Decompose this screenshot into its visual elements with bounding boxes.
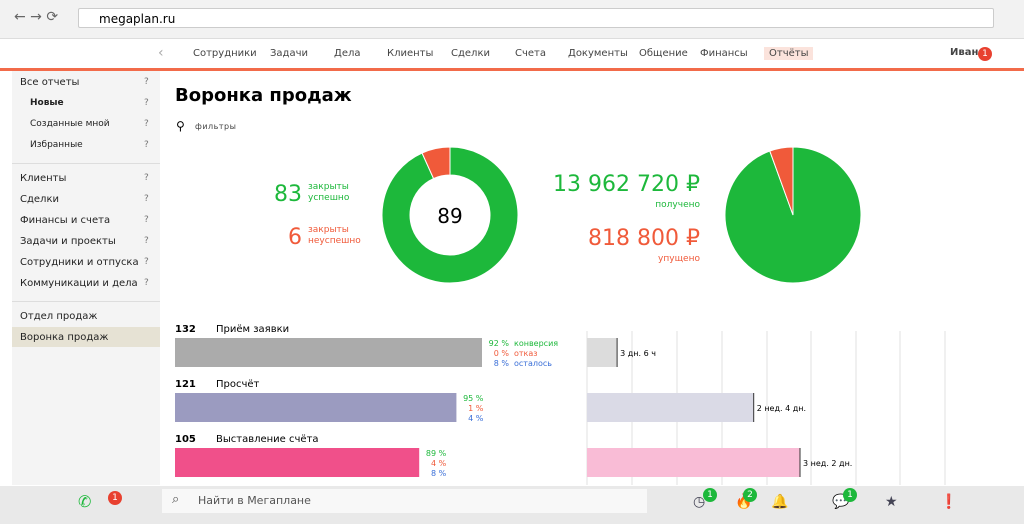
- nav-item[interactable]: Финансы: [700, 48, 748, 59]
- deal-label: закрыты неуспешно: [308, 225, 361, 246]
- user-name[interactable]: Иван: [950, 47, 979, 58]
- help[interactable]: ?: [144, 215, 149, 225]
- nav-item[interactable]: Счета: [515, 48, 546, 59]
- icon[interactable]: 🔔: [771, 494, 789, 510]
- stage-bar: [175, 393, 457, 422]
- icon[interactable]: ❗: [940, 494, 958, 510]
- sidebar-item[interactable]: Задачи и проекты: [20, 236, 116, 247]
- sidebar-item[interactable]: Финансы и счета: [20, 215, 111, 226]
- stage-rate: 92 %: [489, 339, 510, 348]
- rate-legend: конверсия: [514, 339, 558, 348]
- nav-item[interactable]: Отчёты: [764, 47, 814, 60]
- nav-item[interactable]: Клиенты: [387, 48, 434, 59]
- nav-item[interactable]: Дела: [334, 48, 361, 59]
- stage-name: Приём заявки: [216, 324, 289, 335]
- help[interactable]: ?: [144, 140, 149, 150]
- filters: фильтры: [195, 122, 236, 131]
- deal-count: 6: [288, 225, 302, 250]
- sidebar-item[interactable]: Все отчеты: [20, 77, 80, 88]
- segment: [381, 146, 519, 284]
- money-caption: упущено: [658, 254, 700, 264]
- search-icon: ⌕: [172, 492, 180, 507]
- segment: [421, 146, 451, 180]
- stage-rate: 8 %: [431, 469, 447, 478]
- nav-item[interactable]: Сделки: [451, 48, 490, 59]
- browser-bar: ← → ⟳ megaplan.ru: [0, 0, 1024, 39]
- nav-item[interactable]: Общение: [639, 48, 688, 59]
- sidebar-item[interactable]: Коммуникации и дела: [20, 278, 138, 289]
- address-bar[interactable]: megaplan.ru: [78, 8, 994, 28]
- deal-label: закрыты успешно: [308, 182, 350, 203]
- help[interactable]: ?: [144, 278, 149, 288]
- badge: 1: [108, 491, 122, 505]
- help[interactable]: ?: [144, 98, 149, 108]
- stage-bar: [175, 448, 420, 477]
- help[interactable]: ?: [144, 257, 149, 267]
- money-amount: 818 800 ₽: [588, 226, 700, 251]
- icon[interactable]: ◷: [693, 494, 706, 510]
- stage-count: 132: [175, 324, 196, 335]
- separator: [12, 301, 160, 302]
- money-caption: получено: [655, 200, 700, 210]
- stage-rate: 4 %: [431, 459, 447, 468]
- sidebar-item[interactable]: Созданные мной: [30, 119, 110, 129]
- help[interactable]: ?: [144, 173, 149, 183]
- duration-bar: [587, 393, 754, 422]
- segment: [769, 146, 794, 216]
- sidebar-item[interactable]: Отдел продаж: [20, 311, 98, 322]
- stage-rate: 89 %: [426, 449, 447, 458]
- nav-item[interactable]: Сотрудники: [193, 48, 257, 59]
- badge: 1: [978, 47, 992, 61]
- rate-legend: отказ: [514, 349, 538, 358]
- stage-rate: 0 %: [494, 349, 510, 358]
- rate-legend: осталось: [514, 359, 552, 368]
- help[interactable]: ?: [144, 236, 149, 246]
- icon[interactable]: ★: [885, 494, 898, 510]
- stage-rate: 1 %: [468, 404, 484, 413]
- nav-item[interactable]: Документы: [568, 48, 628, 59]
- sidebar: Все отчеты? Новые? Созданные мной? Избранны…: [12, 71, 160, 485]
- stage-rate: 4 %: [468, 414, 484, 423]
- deals-total: 89: [437, 204, 462, 228]
- badge: 2: [743, 488, 757, 502]
- help[interactable]: ?: [144, 77, 149, 87]
- help[interactable]: ?: [144, 194, 149, 204]
- badge: 1: [703, 488, 717, 502]
- phone-icon[interactable]: ✆: [78, 492, 92, 511]
- duration-bar: [587, 448, 800, 477]
- back-arrow[interactable]: ‹: [158, 45, 164, 61]
- stage-name: Выставление счёта: [216, 434, 319, 445]
- help[interactable]: ?: [144, 119, 149, 129]
- sidebar-item[interactable]: Избранные: [30, 140, 83, 150]
- duration-label: 3 нед. 2 дн.: [803, 459, 852, 468]
- separator: [12, 163, 160, 164]
- page-title: Воронка продаж: [175, 85, 352, 106]
- sidebar-item[interactable]: Сотрудники и отпуска: [20, 257, 139, 268]
- stage-name: Просчёт: [216, 379, 260, 390]
- stage-rate: 95 %: [463, 394, 484, 403]
- stage-rate: 8 %: [494, 359, 510, 368]
- main: Воронка продаж ⚲ фильтры 89 83 закрыты успешно…: [175, 85, 946, 485]
- badge: 1: [843, 488, 857, 502]
- duration-bar: [587, 338, 618, 367]
- duration-label: 3 дн. 6 ч: [620, 349, 656, 358]
- sidebar-item[interactable]: Воронка продаж: [20, 332, 109, 343]
- filters-icon: ⚲: [176, 119, 185, 133]
- sidebar-item[interactable]: Клиенты: [20, 173, 67, 184]
- top-nav: ‹ Сотрудники Задачи Дела Клиенты Сделки Счета Д…: [0, 39, 1024, 71]
- nav-buttons[interactable]: ← → ⟳: [14, 9, 59, 25]
- money-amount: 13 962 720 ₽: [553, 172, 700, 197]
- sidebar-item[interactable]: Сделки: [20, 194, 59, 205]
- deal-count: 83: [274, 182, 302, 207]
- search[interactable]: Найти в Мегаплане: [162, 489, 647, 513]
- sidebar-item[interactable]: Новые: [30, 98, 64, 108]
- stage-count: 121: [175, 379, 196, 390]
- nav-item[interactable]: Задачи: [270, 48, 308, 59]
- bottom-bar: ✆ Найти в Мегаплане ⌕ ◷ 🔥 🔔 💬 ★ ❗ 1 1 2 1: [0, 486, 1024, 524]
- stage-bar: [175, 338, 482, 367]
- active-row: [12, 327, 160, 347]
- stage-count: 105: [175, 434, 196, 445]
- duration-label: 2 нед. 4 дн.: [757, 404, 806, 413]
